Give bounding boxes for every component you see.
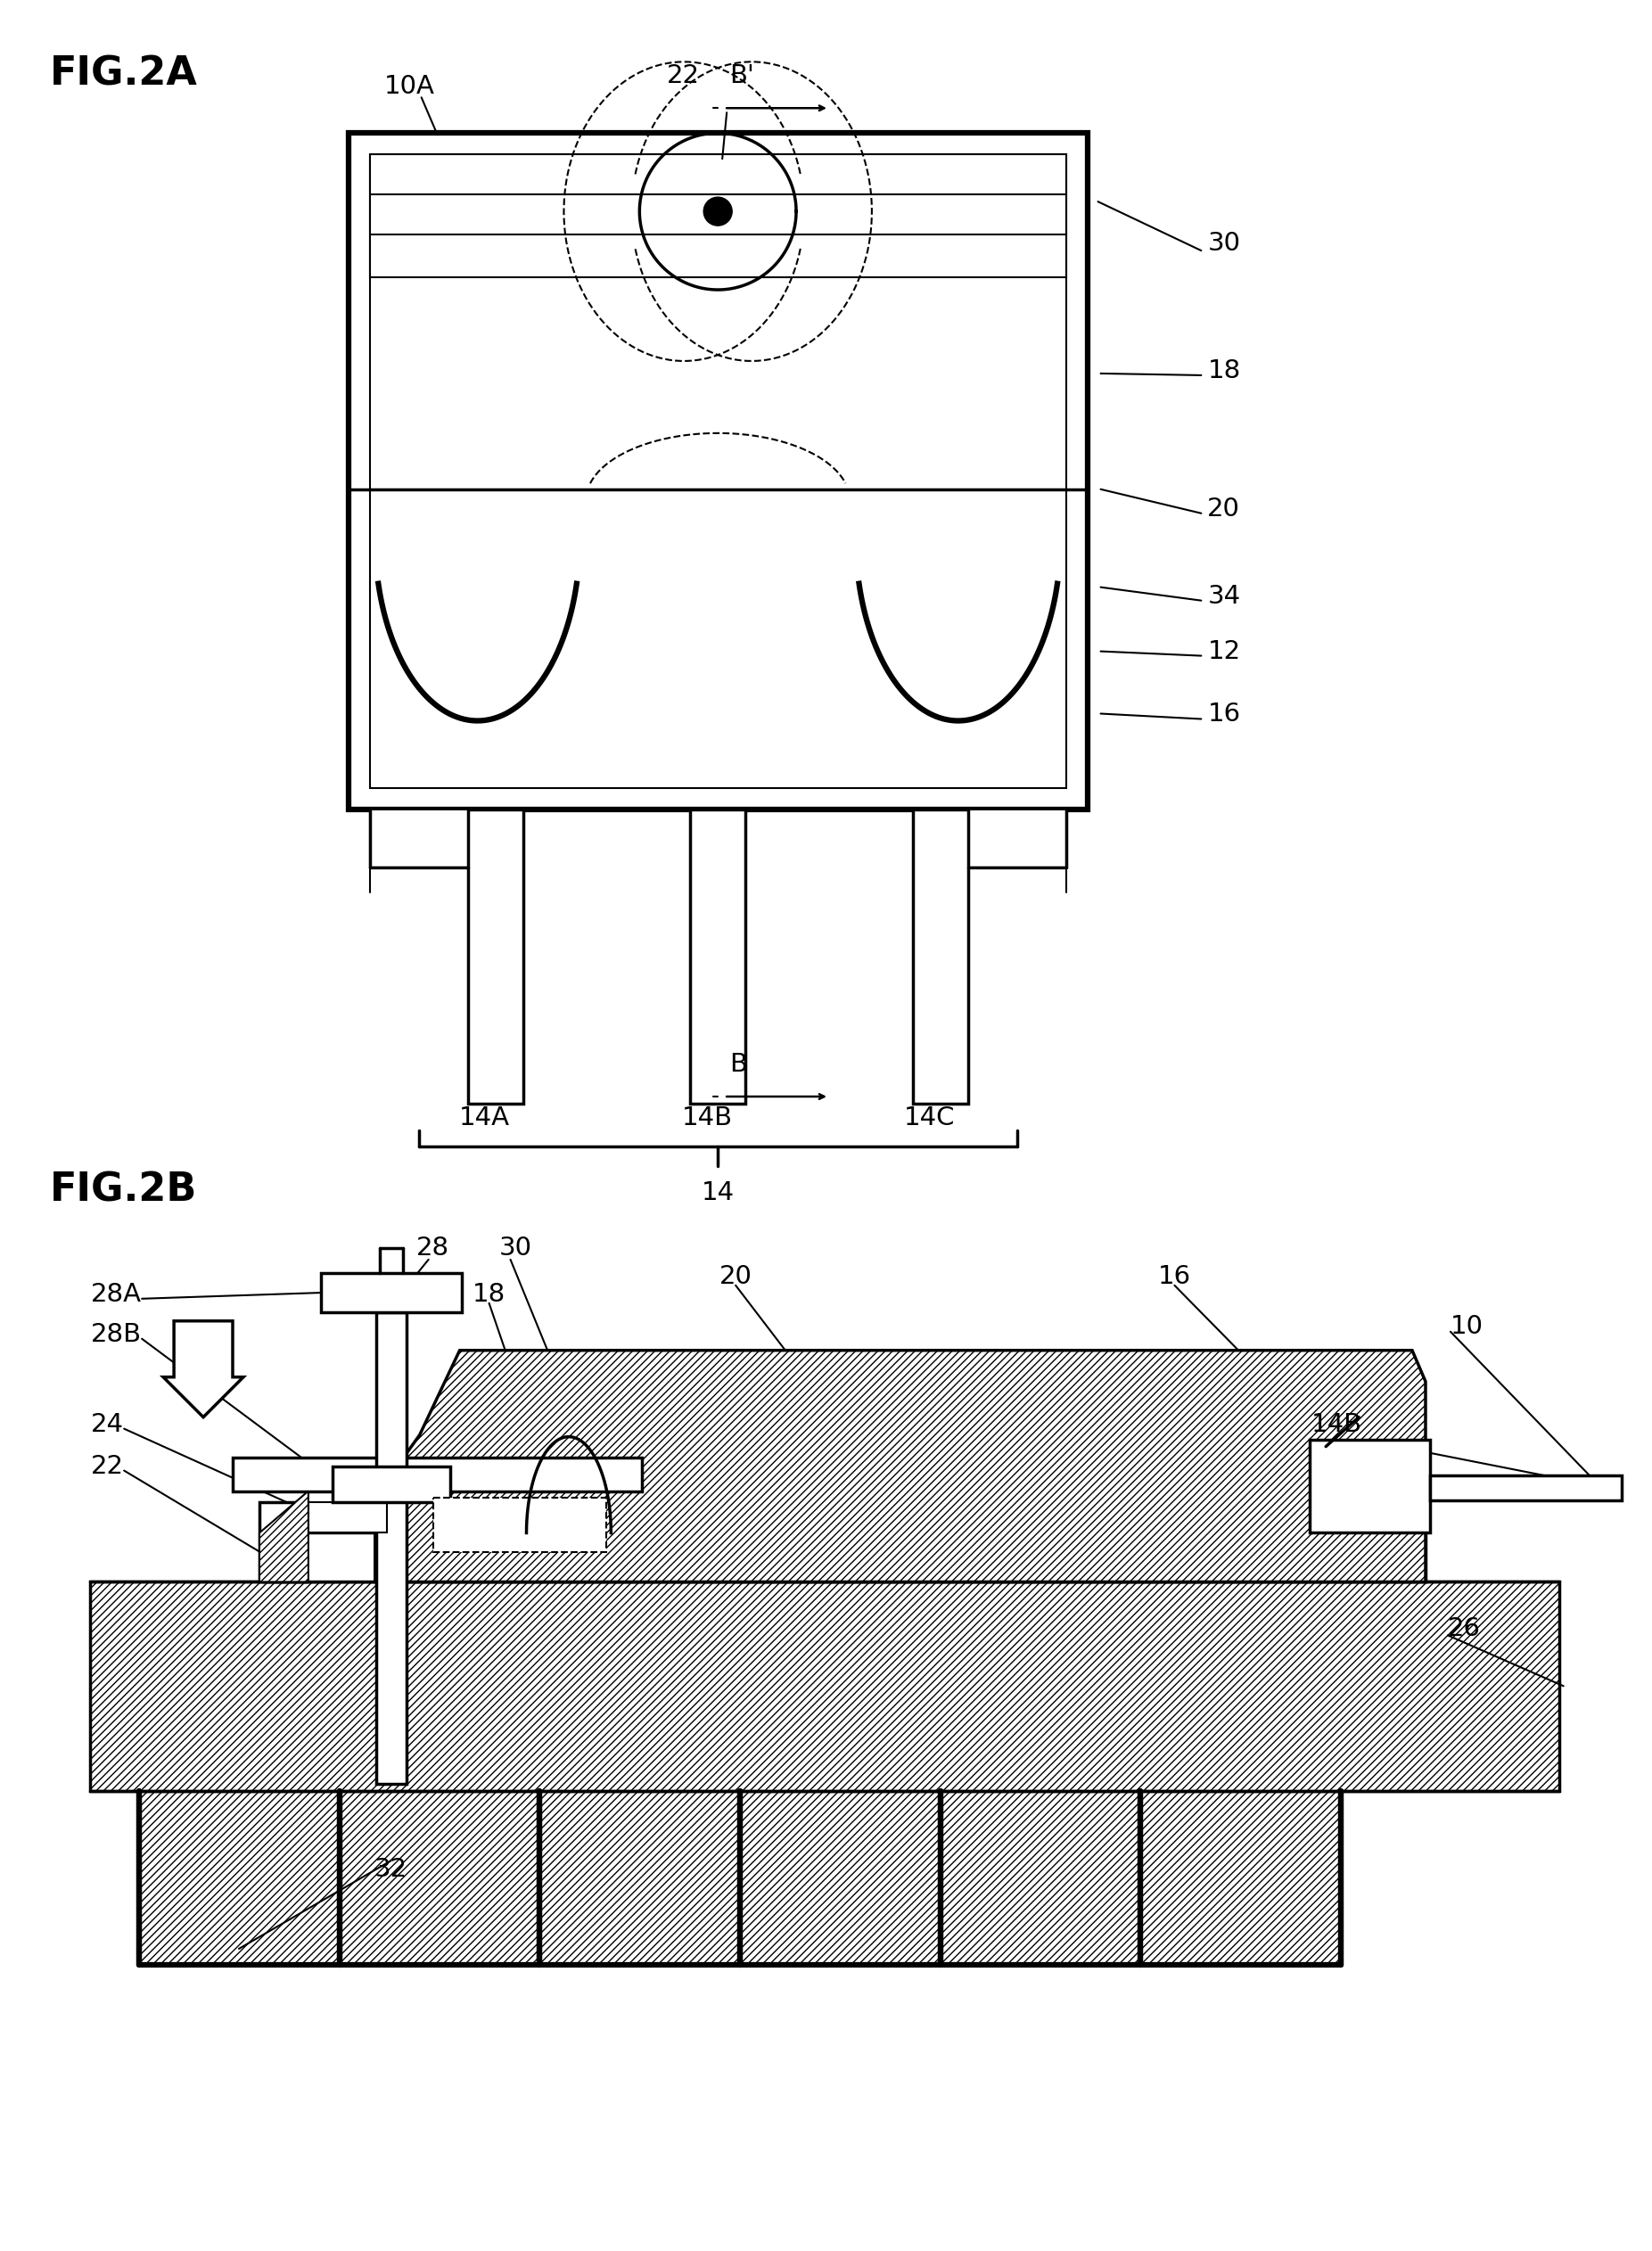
Bar [377, 1312, 406, 1785]
Bar [320, 1272, 461, 1312]
Bar [914, 810, 968, 1103]
Bar [370, 155, 1066, 788]
Bar [740, 1792, 940, 1965]
Text: 14B: 14B [1312, 1411, 1363, 1436]
Polygon shape [259, 1490, 309, 1582]
Text: 28: 28 [416, 1236, 449, 1261]
Bar [332, 1465, 449, 1501]
Text: 24: 24 [91, 1411, 124, 1436]
Bar [139, 1792, 340, 1965]
Bar [370, 810, 512, 867]
Bar [264, 1533, 1426, 1582]
Text: 20: 20 [1208, 495, 1241, 522]
Bar [1310, 1438, 1431, 1533]
Bar [259, 1501, 306, 1582]
Text: 22: 22 [91, 1454, 124, 1479]
Bar [1140, 1792, 1341, 1965]
Text: 14C: 14C [904, 1105, 955, 1130]
Text: 14A: 14A [459, 1105, 510, 1130]
Text: 32: 32 [375, 1857, 408, 1882]
Text: B: B [730, 1051, 747, 1076]
Bar [309, 1501, 387, 1533]
Text: 14B: 14B [682, 1105, 732, 1130]
Text: 12: 12 [1312, 1456, 1345, 1481]
Text: 20: 20 [719, 1265, 752, 1290]
Bar [370, 155, 1066, 277]
Text: FIG.2A: FIG.2A [50, 54, 198, 95]
Text: 16: 16 [1158, 1265, 1191, 1290]
Bar [233, 1456, 643, 1490]
Text: 28B: 28B [91, 1321, 142, 1346]
Polygon shape [375, 1351, 1426, 1582]
Bar [1431, 1474, 1621, 1499]
Bar [940, 1792, 1140, 1965]
Text: B': B' [730, 63, 755, 88]
Text: 26: 26 [1447, 1616, 1480, 1641]
Text: 22: 22 [667, 63, 700, 88]
FancyArrow shape [164, 1321, 243, 1418]
Text: FIG.2B: FIG.2B [50, 1171, 198, 1209]
Bar [691, 810, 745, 1103]
Bar [349, 133, 1087, 810]
Circle shape [704, 198, 732, 225]
Bar [923, 810, 1066, 867]
Bar [540, 1792, 740, 1965]
Text: 18: 18 [1208, 358, 1241, 383]
Text: 30: 30 [1208, 232, 1241, 257]
Bar [91, 1582, 1559, 1792]
Bar [340, 1792, 540, 1965]
Text: 14: 14 [702, 1180, 735, 1204]
Text: 28A: 28A [91, 1281, 142, 1308]
Bar [468, 810, 524, 1103]
Text: 10: 10 [1450, 1315, 1483, 1339]
Text: 30: 30 [499, 1236, 532, 1261]
Text: 12: 12 [1208, 639, 1241, 664]
Bar [433, 1497, 606, 1553]
Text: 34: 34 [1208, 583, 1241, 608]
Text: 10A: 10A [383, 74, 434, 99]
Text: 16: 16 [1208, 700, 1241, 727]
Text: 18: 18 [472, 1281, 506, 1308]
